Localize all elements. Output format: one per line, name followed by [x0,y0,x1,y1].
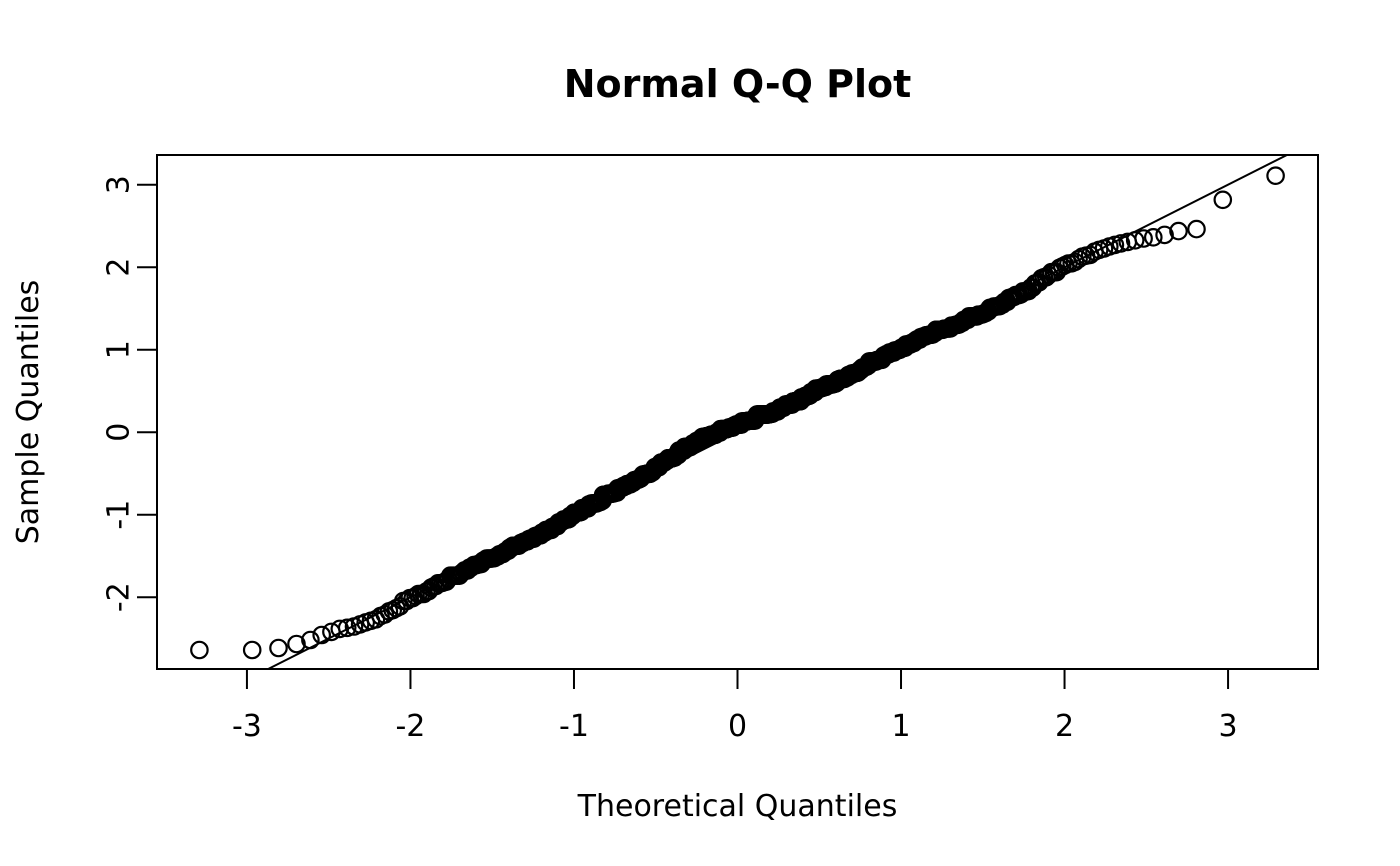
x-tick-label: -2 [395,709,425,744]
qq-point [1169,221,1188,241]
y-tick-label: -1 [102,500,137,530]
x-tick-label: -3 [232,709,262,744]
x-tick-label: 1 [891,709,910,744]
y-tick-label: -2 [102,582,137,612]
qq-point [190,640,209,660]
qq-point [1266,166,1285,185]
plot-area: -3 -2 -1 0 1 2 3 -2 -1 0 1 2 3 [102,154,1319,744]
y-tick-label: 0 [102,423,137,442]
qq-point [1187,219,1206,239]
y-tick-label: 2 [102,258,137,277]
qq-point [287,634,306,654]
chart-title: Normal Q-Q Plot [564,62,912,106]
reference-line [267,154,1288,670]
y-axis: -2 -1 0 1 2 3 [102,175,157,612]
x-tick-label: -1 [559,709,589,744]
qq-point [1134,229,1153,248]
qq-point [242,640,262,660]
qq-point [1144,228,1163,247]
x-tick-label: 3 [1219,709,1238,744]
qq-point [312,625,331,645]
plot-box [156,154,1319,670]
qq-point [1213,190,1233,210]
y-tick-label: 3 [102,175,137,194]
qq-points [190,166,1285,660]
x-tick-label: 2 [1055,709,1074,744]
qq-point [269,638,288,658]
qq-point [1155,225,1174,245]
x-axis-label: Theoretical Quantiles [577,789,898,824]
y-axis-label: Sample Quantiles [11,280,46,545]
qq-point [337,618,357,638]
x-tick-label: 0 [728,709,747,744]
x-axis: -3 -2 -1 0 1 2 3 [232,669,1238,744]
y-tick-label: 1 [102,340,137,359]
